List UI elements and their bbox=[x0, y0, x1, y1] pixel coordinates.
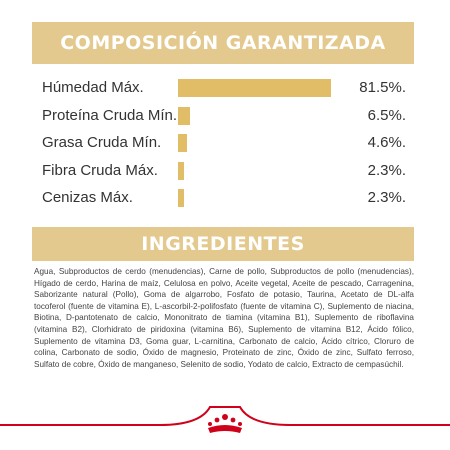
composition-label: Grasa Cruda Mín. bbox=[42, 134, 162, 151]
composition-bar bbox=[178, 106, 191, 125]
composition-label: Húmedad Máx. bbox=[42, 79, 144, 96]
composition-row: Cenizas Máx. 2.3%. bbox=[42, 187, 406, 209]
ingredients-text: Agua, Subproductos de cerdo (menudencias… bbox=[34, 267, 414, 369]
composition-row: Proteína Cruda Mín. 6.5%. bbox=[42, 105, 406, 127]
composition-value: 2.3%. bbox=[367, 161, 406, 179]
composition-bar bbox=[178, 189, 184, 207]
composition-label: Fibra Cruda Máx. bbox=[42, 161, 158, 179]
composition-value: 2.3%. bbox=[367, 189, 406, 206]
footer-red-curve bbox=[0, 406, 450, 426]
composition-value: 81.5%. bbox=[359, 79, 406, 96]
composition-bar bbox=[178, 134, 187, 152]
composition-bar bbox=[178, 79, 332, 97]
composition-label: Cenizas Máx. bbox=[42, 189, 133, 206]
composition-row: Grasa Cruda Mín. 4.6%. bbox=[42, 132, 406, 154]
composition-value: 4.6%. bbox=[367, 134, 406, 151]
composition-bar bbox=[178, 161, 184, 180]
composition-row: Fibra Cruda Máx. 2.3%. bbox=[42, 160, 406, 182]
composition-label: Proteína Cruda Mín. bbox=[42, 106, 178, 124]
royal-canin-crown-logo bbox=[208, 414, 242, 433]
ingredients-title: INGREDIENTES bbox=[32, 227, 414, 261]
composition-title: COMPOSICIÓN GARANTIZADA bbox=[32, 22, 414, 64]
composition-row: Húmedad Máx. 81.5%. bbox=[42, 77, 406, 99]
composition-value: 6.5%. bbox=[367, 106, 406, 124]
